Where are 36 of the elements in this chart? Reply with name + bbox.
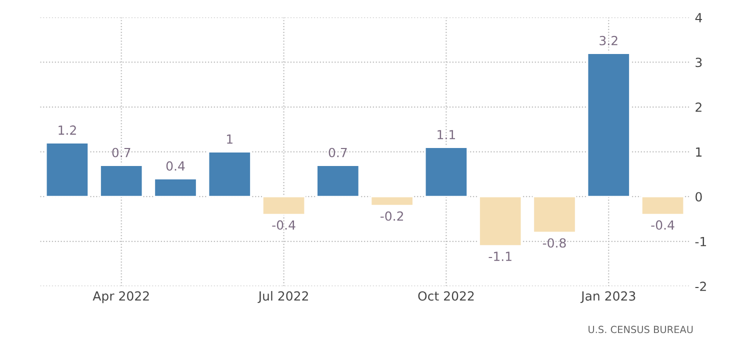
data-label: -0.8	[542, 238, 566, 248]
bar	[424, 146, 468, 198]
bar	[208, 151, 252, 198]
y-tick-label: 3	[696, 58, 702, 68]
x-tick-label: Oct 2022	[418, 291, 474, 301]
data-label: 1.2	[58, 125, 76, 135]
data-label: 3.2	[600, 36, 618, 46]
x-tick-label: Apr 2022	[92, 291, 149, 304]
bar	[154, 178, 198, 198]
bar	[316, 164, 360, 198]
bar	[100, 164, 144, 198]
x-tick-label: Jan 2023	[580, 291, 636, 304]
data-label: -1.1	[488, 252, 512, 261]
text: U.S. CENSUS BUREAU	[588, 326, 693, 334]
bar	[45, 142, 90, 198]
data-label: -0.2	[380, 211, 404, 221]
y-tick-label: 1	[696, 147, 702, 157]
y-tick-label: -1	[695, 237, 706, 246]
data-label: 0.4	[166, 161, 185, 171]
data-label: 1	[227, 134, 232, 144]
x-tick-label: Jul 2022	[258, 291, 308, 304]
data-label: -0.4	[272, 220, 296, 230]
bar	[262, 196, 306, 216]
bar	[478, 196, 522, 247]
y-tick-label: 0	[696, 192, 702, 202]
bar	[586, 52, 630, 198]
bar	[640, 196, 685, 216]
bar	[532, 196, 576, 234]
data-label: -0.4	[651, 220, 674, 230]
y-tick-label: 2	[696, 102, 702, 112]
bar	[370, 196, 414, 206]
data-label: 0.7	[112, 148, 130, 158]
data-label: 0.7	[328, 148, 347, 158]
y-tick-label: -2	[695, 282, 706, 291]
y-tick-label: 4	[695, 13, 702, 22]
data-label: 1.1	[438, 130, 455, 140]
